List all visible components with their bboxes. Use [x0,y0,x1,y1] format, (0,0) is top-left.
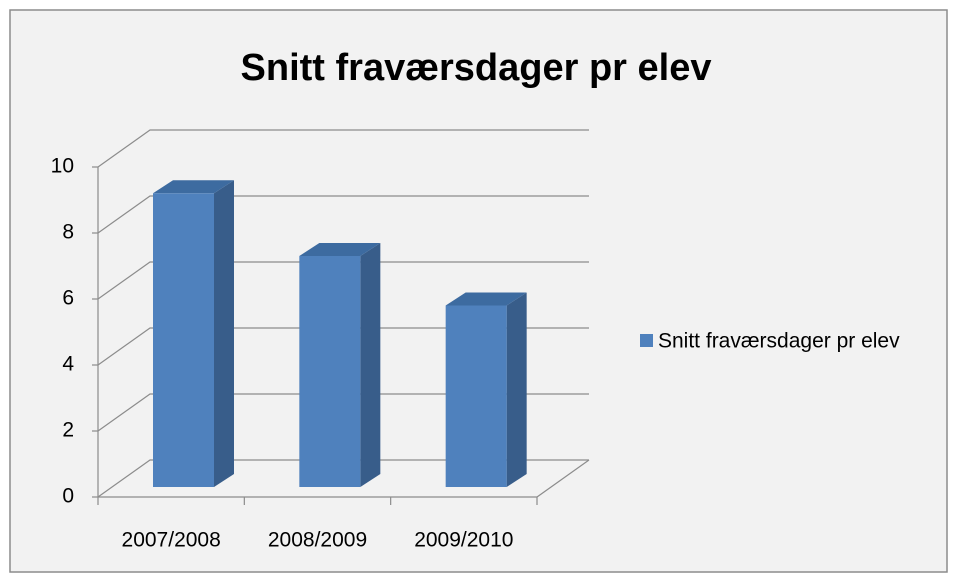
y-tick-label: 6 [62,287,74,310]
chart-frame [9,9,948,573]
bar-side [360,243,381,487]
grid-line [97,195,589,234]
bar-side [214,180,234,488]
y-tick-label: 2 [62,419,74,442]
bar [445,305,507,487]
legend-swatch [640,334,653,347]
x-tick-label: 2007/2008 [122,529,221,552]
grid-line [97,327,589,366]
x-tick-label: 2009/2010 [414,529,513,552]
grid-line [97,393,589,432]
chart-title: Snitt fraværsdager pr elev [241,47,712,89]
bar [153,193,214,488]
legend-label: Snitt fraværsdager pr elev [658,330,900,353]
y-tick-label: 0 [62,485,74,508]
x-tick-label: 2008/2009 [268,529,367,552]
bar-side [506,292,527,487]
bar-top [153,180,234,194]
bar [299,256,361,487]
grid-line [97,459,589,498]
bar-top [299,243,381,256]
y-tick-label: 4 [62,353,74,376]
y-tick-label: 8 [62,221,74,244]
grid-line [97,129,589,168]
y-tick-label: 10 [51,155,74,178]
bar-top [445,292,527,306]
grid-line [97,261,589,300]
